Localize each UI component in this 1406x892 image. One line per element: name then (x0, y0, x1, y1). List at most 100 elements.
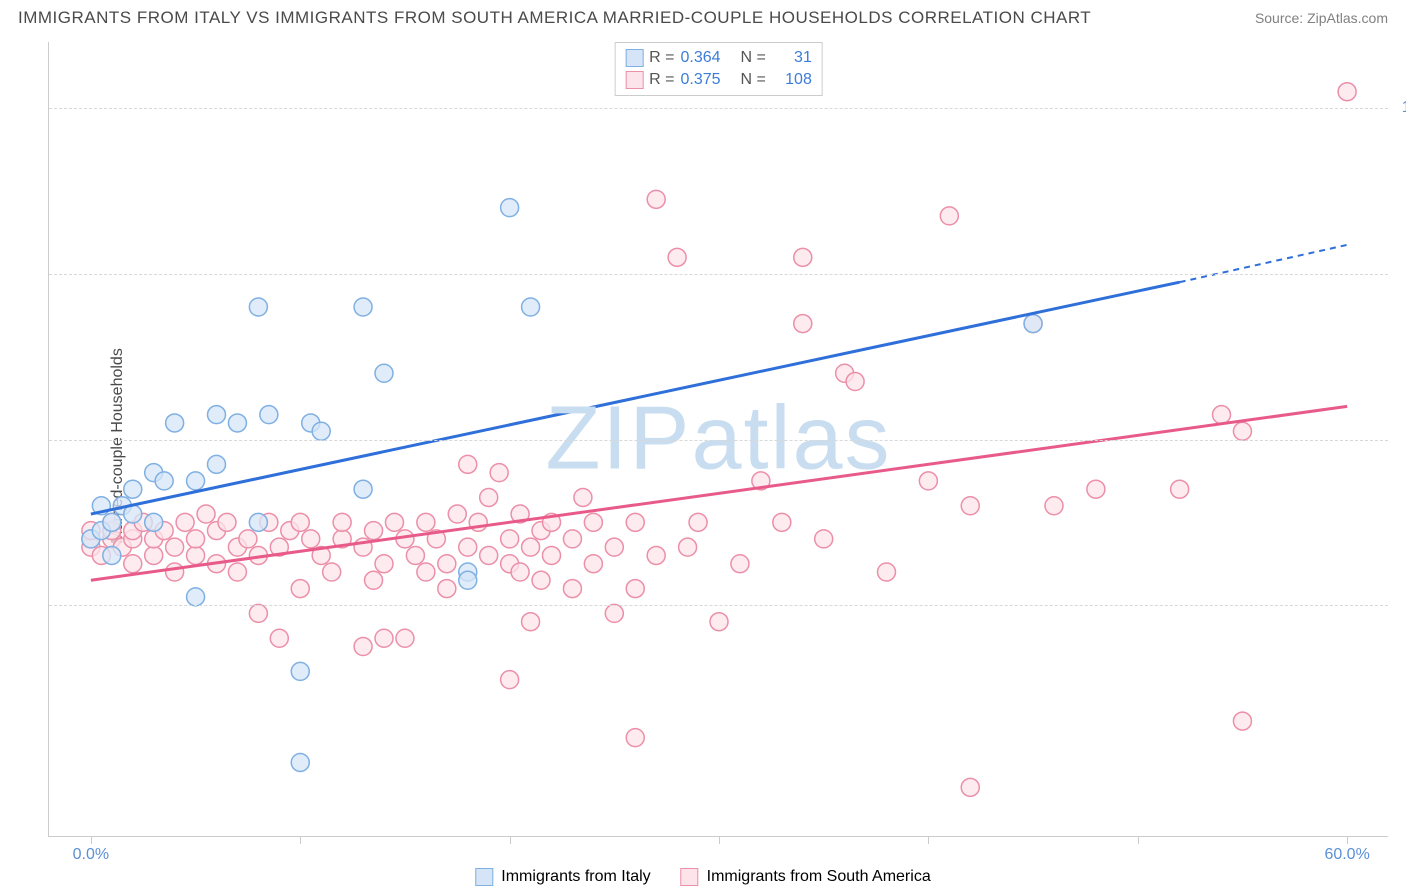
data-point (773, 513, 791, 531)
data-point (626, 580, 644, 598)
x-tick (91, 836, 92, 844)
data-point (459, 455, 477, 473)
data-point (417, 563, 435, 581)
data-point (145, 546, 163, 564)
data-point (291, 580, 309, 598)
data-point (166, 538, 184, 556)
data-point (794, 248, 812, 266)
legend-label: Immigrants from South America (707, 868, 931, 886)
gridline (49, 605, 1388, 606)
data-point (197, 505, 215, 523)
data-point (459, 538, 477, 556)
data-point (176, 513, 194, 531)
data-point (501, 530, 519, 548)
data-point (480, 488, 498, 506)
data-point (961, 778, 979, 796)
data-point (323, 563, 341, 581)
x-tick-label: 60.0% (1324, 846, 1369, 864)
x-tick (719, 836, 720, 844)
data-point (103, 546, 121, 564)
data-point (291, 513, 309, 531)
r-value: 0.375 (681, 69, 735, 91)
data-point (375, 555, 393, 573)
data-point (385, 513, 403, 531)
x-tick (1138, 836, 1139, 844)
data-point (490, 464, 508, 482)
data-point (333, 513, 351, 531)
data-point (584, 555, 602, 573)
data-point (145, 513, 163, 531)
n-value: 108 (772, 69, 812, 91)
data-point (459, 571, 477, 589)
data-point (532, 571, 550, 589)
x-tick (300, 836, 301, 844)
data-point (563, 580, 581, 598)
data-point (187, 530, 205, 548)
legend-stats: R =0.364N =31R = 0.375 N = 108 (614, 42, 823, 96)
y-tick-label: 100.0% (1402, 99, 1406, 117)
data-point (522, 613, 540, 631)
data-point (689, 513, 707, 531)
legend-swatch (681, 868, 699, 886)
legend-series: Immigrants from Italy Immigrants from Sou… (475, 868, 930, 886)
legend-swatch (625, 71, 643, 89)
data-point (1087, 480, 1105, 498)
r-label: R = (649, 47, 674, 69)
data-point (563, 530, 581, 548)
data-point (710, 613, 728, 631)
data-point (501, 671, 519, 689)
data-point (291, 662, 309, 680)
data-point (375, 629, 393, 647)
trend-line (91, 282, 1180, 514)
data-point (166, 563, 184, 581)
n-label: N = (741, 69, 766, 91)
data-point (1233, 422, 1251, 440)
data-point (511, 563, 529, 581)
data-point (1233, 712, 1251, 730)
x-tick-label: 0.0% (73, 846, 109, 864)
data-point (438, 580, 456, 598)
data-point (626, 729, 644, 747)
data-point (155, 472, 173, 490)
gridline (49, 440, 1388, 441)
legend-swatch (625, 49, 643, 67)
data-point (574, 488, 592, 506)
data-point (354, 638, 372, 656)
legend-swatch (475, 868, 493, 886)
data-point (208, 455, 226, 473)
data-point (1213, 406, 1231, 424)
data-point (543, 546, 561, 564)
data-point (187, 472, 205, 490)
x-tick (928, 836, 929, 844)
data-point (679, 538, 697, 556)
data-point (647, 190, 665, 208)
data-point (961, 497, 979, 515)
n-value: 31 (772, 47, 812, 69)
data-point (522, 298, 540, 316)
data-point (365, 571, 383, 589)
data-point (239, 530, 257, 548)
data-point (228, 414, 246, 432)
data-point (1045, 497, 1063, 515)
legend-stat-row: R =0.364N =31 (625, 47, 812, 69)
legend-label: Immigrants from Italy (501, 868, 650, 886)
data-point (302, 530, 320, 548)
data-point (354, 480, 372, 498)
data-point (878, 563, 896, 581)
data-point (584, 513, 602, 531)
data-point (166, 414, 184, 432)
data-point (270, 629, 288, 647)
data-point (846, 373, 864, 391)
data-point (291, 753, 309, 771)
data-point (1024, 315, 1042, 333)
data-point (448, 505, 466, 523)
data-point (260, 406, 278, 424)
data-point (124, 480, 142, 498)
data-point (626, 513, 644, 531)
data-point (1171, 480, 1189, 498)
trend-line-extrapolated (1180, 245, 1348, 282)
data-point (187, 588, 205, 606)
legend-item: Immigrants from Italy (475, 868, 650, 886)
gridline (49, 108, 1388, 109)
data-point (919, 472, 937, 490)
